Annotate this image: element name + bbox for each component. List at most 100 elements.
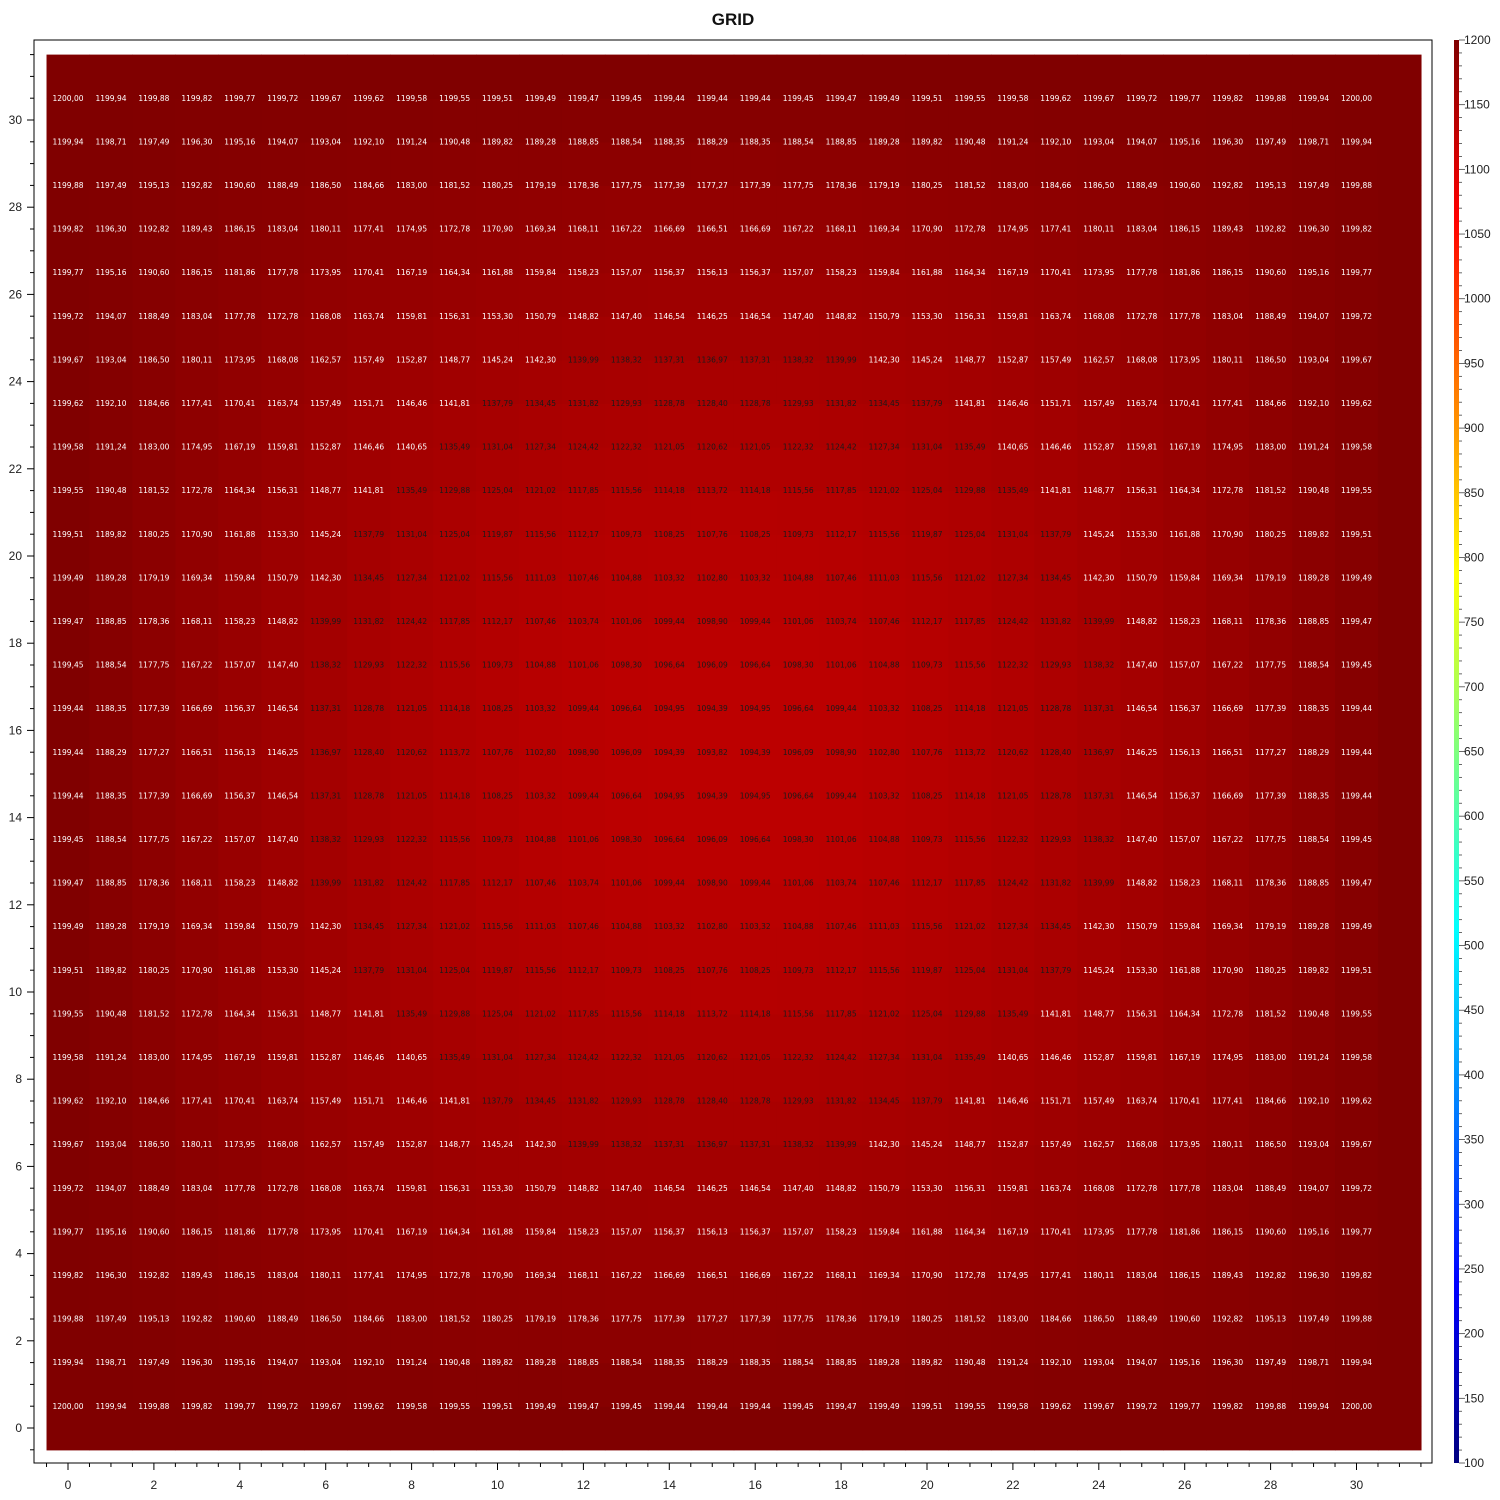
cell-value-label: 1194,07 <box>267 1358 298 1367</box>
heatmap-cell <box>218 359 262 404</box>
heatmap-cell <box>776 1406 821 1451</box>
cell-value-label: 1141,81 <box>1040 486 1071 495</box>
heatmap-cell <box>948 229 993 274</box>
cell-value-label: 1193,04 <box>1298 1140 1329 1149</box>
cell-value-label: 1170,41 <box>353 268 384 277</box>
cell-value-label: 1192,82 <box>181 181 212 190</box>
cell-value-label: 1199,62 <box>52 1097 83 1106</box>
cell-value-label: 1197,49 <box>1298 181 1329 190</box>
cell-value-label: 1194,07 <box>1298 1184 1329 1193</box>
cell-value-label: 1136,97 <box>697 1140 728 1149</box>
heatmap-cell <box>1077 1013 1121 1058</box>
cell-value-label: 1192,10 <box>353 1358 384 1367</box>
heatmap-cell <box>1335 490 1379 535</box>
cell-value-label: 1195,13 <box>138 1315 169 1324</box>
heatmap-cell <box>1249 1101 1293 1146</box>
cell-value-label: 1177,75 <box>1255 661 1286 670</box>
heatmap-cell <box>1077 1144 1121 1189</box>
heatmap-cell <box>991 621 1035 666</box>
heatmap-cell <box>46 403 91 448</box>
cell-value-label: 1094,95 <box>654 791 685 800</box>
cell-value-label: 1161,88 <box>482 268 513 277</box>
heatmap-cell <box>390 970 434 1015</box>
cell-value-label: 1199,94 <box>95 94 126 103</box>
cell-value-label: 1177,75 <box>611 181 642 190</box>
heatmap-cell <box>1249 98 1293 143</box>
cell-value-label: 1190,60 <box>224 1315 255 1324</box>
cell-value-label: 1172,78 <box>1212 486 1243 495</box>
heatmap-cell <box>862 839 907 884</box>
cell-value-label: 1107,46 <box>869 879 900 888</box>
cell-value-label: 1199,72 <box>52 1184 83 1193</box>
heatmap-cell <box>1163 316 1207 361</box>
cell-value-label: 1119,87 <box>482 530 513 539</box>
heatmap-cell <box>132 534 176 579</box>
heatmap-cell <box>1249 403 1293 448</box>
heatmap-cell <box>604 229 649 274</box>
cell-value-label: 1099,44 <box>826 791 857 800</box>
cell-value-label: 1121,05 <box>997 791 1028 800</box>
cell-value-label: 1152,87 <box>396 355 427 364</box>
cell-value-label: 1108,25 <box>740 966 771 975</box>
heatmap-cell <box>46 490 91 535</box>
cell-value-label: 1188,35 <box>654 1358 685 1367</box>
cell-value-label: 1188,85 <box>568 137 599 146</box>
cell-value-label: 1199,51 <box>1341 966 1372 975</box>
heatmap-cell <box>991 359 1035 404</box>
heatmap-cell <box>1120 708 1164 753</box>
cell-value-label: 1163,74 <box>1040 312 1071 321</box>
heatmap-cell <box>433 926 477 971</box>
heatmap-cell <box>1034 621 1078 666</box>
cell-value-label: 1199,45 <box>783 1402 814 1411</box>
heatmap-cell <box>518 795 563 840</box>
colorbar-tick-label: 900 <box>1464 421 1484 435</box>
cell-value-label: 1178,36 <box>138 879 169 888</box>
cell-value-label: 1164,34 <box>954 268 985 277</box>
heatmap-cell <box>1377 141 1422 186</box>
cell-value-label: 1200,00 <box>52 1402 83 1411</box>
cell-value-label: 1168,11 <box>826 225 857 234</box>
heatmap-cell <box>690 316 735 361</box>
heatmap-cell <box>1335 98 1379 143</box>
heatmap-cell <box>561 621 606 666</box>
cell-value-label: 1168,08 <box>1083 1184 1114 1193</box>
heatmap-cell <box>390 185 434 230</box>
cell-value-label: 1178,36 <box>1255 879 1286 888</box>
cell-value-label: 1152,87 <box>1083 1053 1114 1062</box>
cell-value-label: 1199,58 <box>396 1402 427 1411</box>
cell-value-label: 1134,45 <box>1040 922 1071 931</box>
heatmap-cell <box>733 141 778 186</box>
cell-value-label: 1159,84 <box>224 573 255 582</box>
heatmap-cell <box>819 1057 864 1102</box>
cell-value-label: 1199,72 <box>267 1402 298 1411</box>
heatmap-cell <box>1034 490 1078 535</box>
y-tick-label: 12 <box>9 898 23 912</box>
heatmap-cell <box>905 752 950 797</box>
heatmap-cell <box>1335 1231 1379 1276</box>
heatmap-cell <box>647 1231 692 1276</box>
heatmap-cell <box>390 1362 434 1407</box>
cell-value-label: 1157,49 <box>1083 399 1114 408</box>
cell-value-label: 1199,55 <box>439 94 470 103</box>
heatmap-cell <box>1335 316 1379 361</box>
heatmap-cell <box>1249 1231 1293 1276</box>
cell-value-label: 1174,95 <box>181 443 212 452</box>
heatmap-cell <box>1335 534 1379 579</box>
cell-value-label: 1113,72 <box>697 486 728 495</box>
cell-value-label: 1188,49 <box>267 1315 298 1324</box>
heatmap-cell <box>304 1319 348 1364</box>
cell-value-label: 1122,32 <box>396 835 427 844</box>
heatmap-cell <box>690 708 735 753</box>
heatmap-cell <box>561 752 606 797</box>
heatmap-cell <box>991 708 1035 753</box>
cell-value-label: 1199,77 <box>52 268 83 277</box>
heatmap-cell <box>218 1101 262 1146</box>
heatmap-cell <box>347 447 391 492</box>
cell-value-label: 1113,72 <box>954 748 985 757</box>
cell-value-label: 1156,31 <box>439 1184 470 1193</box>
cell-value-label: 1174,95 <box>997 225 1028 234</box>
cell-value-label: 1102,80 <box>525 748 556 757</box>
heatmap-cell <box>905 1013 950 1058</box>
cell-value-label: 1199,77 <box>1169 94 1200 103</box>
